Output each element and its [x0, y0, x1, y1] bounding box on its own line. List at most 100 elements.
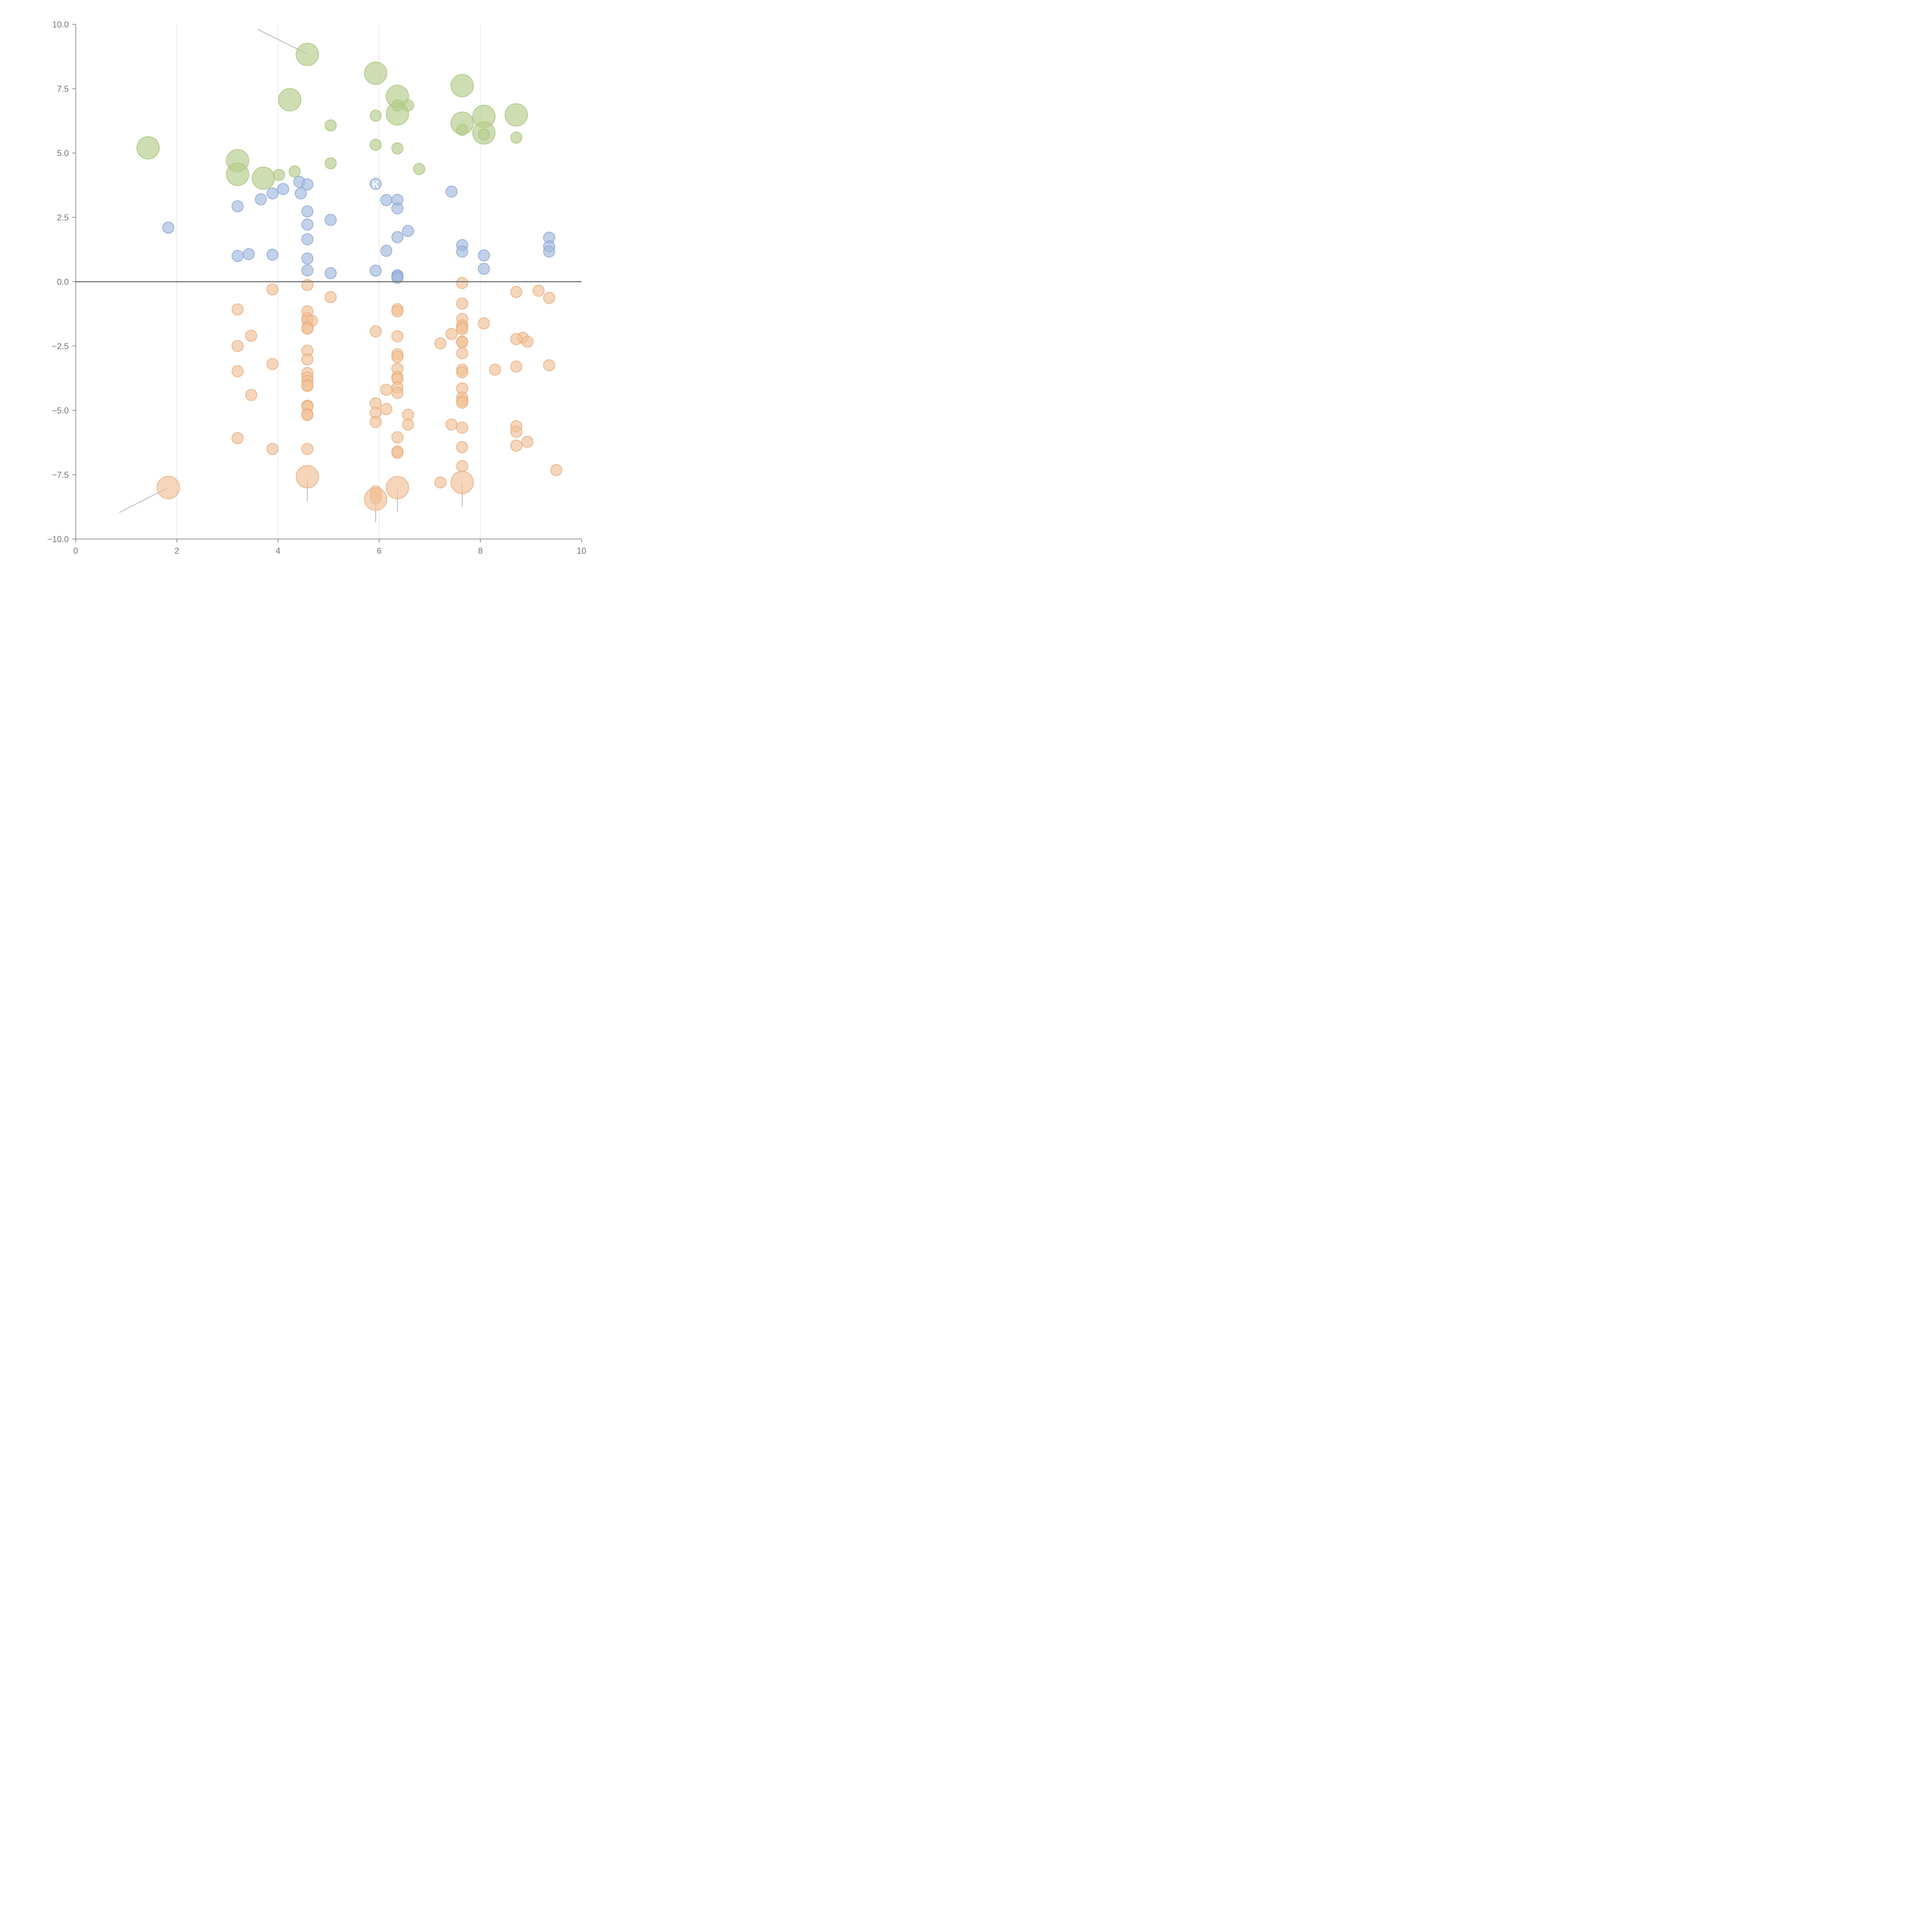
data-point: [301, 409, 314, 421]
data-point: [446, 185, 458, 198]
data-point: [402, 99, 414, 112]
data-point: [456, 366, 468, 378]
y-tick-label: −7.5: [52, 470, 69, 480]
data-point: [510, 439, 522, 452]
data-point: [231, 200, 244, 213]
y-tick-label: 7.5: [57, 84, 69, 94]
y-tick-label: −2.5: [52, 342, 69, 351]
data-point: [301, 264, 314, 277]
data-point: [386, 476, 409, 499]
data-point: [510, 131, 522, 144]
data-point: [289, 165, 301, 178]
data-point: [255, 193, 267, 206]
x-tick-label: 0: [73, 546, 78, 556]
data-point: [391, 231, 404, 243]
axes: [72, 24, 582, 543]
data-point: [278, 88, 301, 112]
data-point: [521, 435, 534, 448]
data-point: [456, 422, 468, 434]
data-point: [162, 221, 175, 234]
data-point: [456, 298, 468, 310]
data-point: [231, 432, 244, 444]
y-tick-label: −5.0: [52, 406, 69, 415]
data-point: [266, 248, 279, 261]
data-point: [277, 183, 289, 195]
data-point: [226, 163, 249, 186]
data-point: [266, 187, 279, 200]
data-point: [325, 267, 337, 279]
data-point: [510, 333, 522, 345]
x-tick-label: 2: [175, 546, 179, 556]
data-point: [446, 328, 458, 340]
tick-labels: 10.0 7.5 5.0 2.5 0.0 −2.5 −5.0 −7.5 −10.0 0 2 4 6 8 10: [47, 20, 586, 556]
data-point: [391, 305, 404, 318]
data-point: [510, 425, 522, 438]
data-point: [296, 43, 319, 66]
data-point: [456, 323, 468, 335]
data-point: [402, 225, 414, 237]
scatter-chart: 10.07.55.02.50.0−2.5−5.0−7.5−10.00 2 4 6 8 10…: [47, 20, 586, 556]
data-point: [478, 263, 490, 275]
data-point: [301, 218, 314, 231]
data-point: [434, 476, 447, 488]
data-point: [369, 325, 382, 338]
x-tick-label: 4: [276, 546, 280, 556]
data-point: [456, 124, 468, 136]
data-point: [543, 245, 555, 258]
data-point: [295, 187, 307, 200]
data-point: [301, 178, 314, 190]
data-point: [391, 142, 404, 155]
data-point: [273, 169, 285, 181]
data-point: [413, 163, 425, 175]
data-point: [245, 330, 257, 342]
leader-lines: [119, 29, 531, 522]
data-point: [301, 205, 314, 218]
data-point: [456, 277, 468, 289]
data-point: [380, 403, 393, 415]
data-point: [301, 443, 314, 455]
data-point: [266, 443, 279, 455]
data-point: [369, 109, 382, 122]
data-point: [231, 365, 244, 378]
data-point: [369, 139, 382, 151]
data-point: [451, 471, 474, 494]
data-point: [391, 330, 404, 342]
data-point: [243, 248, 255, 260]
x-tick-label: 10: [577, 546, 586, 556]
data-point: [301, 233, 314, 245]
data-point: [550, 464, 563, 476]
data-point: [231, 250, 244, 262]
data-point: [391, 350, 404, 363]
y-tick-label: 2.5: [57, 213, 69, 223]
data-point: [456, 336, 468, 349]
data-point: [369, 178, 382, 190]
data-point: [478, 128, 490, 141]
data-point: [456, 460, 468, 473]
data-point: [434, 337, 447, 350]
data-point: [380, 384, 393, 396]
data-point: [301, 323, 314, 335]
data-point: [245, 389, 257, 401]
data-point: [391, 387, 404, 399]
data-point: [543, 359, 555, 371]
data-point: [296, 465, 319, 488]
data-point: [364, 61, 388, 85]
chart-container: 10.0 7.5 5.0 2.5 0.0 −2.5 −5.0 −7.5 −10.0 0 2 4 6 8 10…: [0, 0, 606, 606]
y-tick-label: 0.0: [57, 277, 69, 287]
data-point: [380, 194, 393, 206]
data-point: [478, 317, 490, 330]
data-point: [266, 358, 279, 370]
data-point: [301, 353, 314, 366]
data-point: [266, 283, 279, 296]
data-point: [364, 487, 388, 511]
data-point: [301, 252, 314, 265]
data-point: [446, 418, 458, 431]
data-point: [510, 361, 522, 373]
data-point: [391, 202, 404, 214]
data-points: [136, 43, 563, 511]
data-point: [521, 335, 534, 348]
data-point: [478, 249, 490, 262]
data-point: [402, 418, 414, 431]
x-tick-label: 8: [478, 546, 483, 556]
data-point: [456, 441, 468, 453]
